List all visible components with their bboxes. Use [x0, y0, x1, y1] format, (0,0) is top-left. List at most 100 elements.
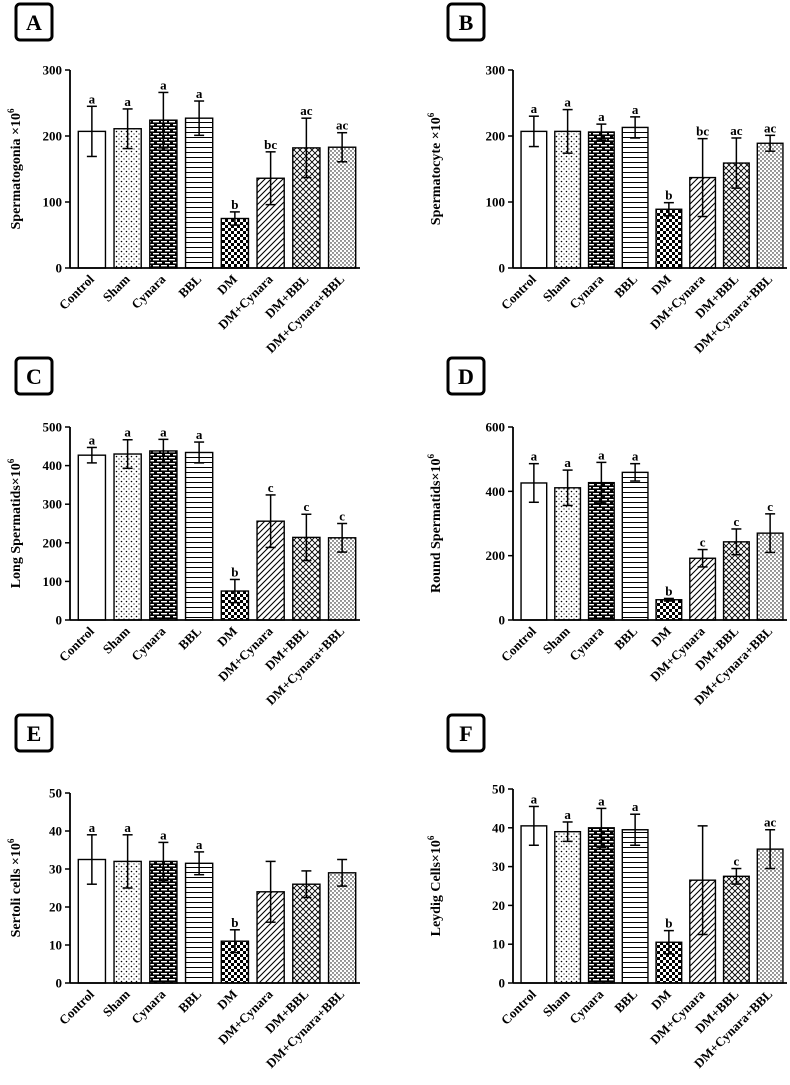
y-tick-label: 10 — [492, 937, 505, 952]
x-tick-label: BBL — [611, 623, 640, 652]
significance-label: a — [89, 91, 96, 106]
x-tick-label: BBL — [175, 271, 204, 300]
y-tick-label: 0 — [499, 976, 506, 991]
significance-label: b — [665, 188, 672, 203]
y-axis-label-text: Round Spermatids× — [429, 473, 444, 593]
significance-label: a — [632, 449, 639, 464]
x-tick-label: Sham — [100, 986, 133, 1019]
bar-dm-cynara-bbl — [756, 142, 784, 269]
x-tick-label: DM — [648, 624, 674, 650]
panel-tag-box — [446, 713, 486, 753]
y-tick-label: 400 — [486, 484, 506, 499]
y-tick-label: 20 — [49, 900, 62, 915]
x-tick-label: Sham — [100, 271, 133, 304]
y-axis-label: Spermatogonia ×106 — [6, 108, 24, 229]
bar-control — [77, 454, 107, 621]
x-tick-label: Cynara — [566, 271, 607, 312]
y-tick-label: 300 — [43, 63, 63, 78]
x-tick-label: Control — [56, 271, 97, 312]
significance-label: a — [531, 791, 538, 806]
significance-label: b — [231, 915, 238, 930]
y-axis-label-exponent: 6 — [426, 454, 436, 459]
y-axis-label-exponent: 6 — [6, 108, 16, 113]
panel-tag-box — [14, 356, 54, 396]
panel-tag-box — [14, 2, 54, 42]
x-tick-label: Control — [498, 986, 539, 1027]
bar-bbl — [621, 126, 649, 269]
bar-bbl — [184, 862, 214, 984]
x-tick-label: Cynara — [128, 986, 169, 1027]
significance-label: a — [598, 447, 605, 462]
bar-sham — [113, 453, 142, 621]
bar-dm-cynara-bbl — [327, 872, 357, 984]
x-tick-label: DM — [214, 272, 240, 298]
panel-tag-box — [446, 2, 486, 42]
bar-bbl — [621, 471, 649, 621]
panel-tag-letter: F — [459, 721, 472, 746]
significance-label: a — [89, 820, 96, 835]
x-tick-label: BBL — [175, 986, 204, 1015]
y-tick-label: 0 — [56, 613, 63, 628]
significance-label: a — [124, 425, 131, 440]
x-tick-label: DM — [648, 987, 674, 1013]
y-tick-label: 50 — [492, 782, 505, 797]
significance-label: c — [733, 514, 739, 529]
x-tick-label: Control — [56, 623, 97, 664]
y-axis-label-base: 10 — [429, 840, 444, 854]
y-tick-label: 50 — [49, 786, 62, 801]
significance-label: b — [231, 564, 238, 579]
y-tick-label: 400 — [43, 458, 63, 473]
y-axis-label-base: 10 — [9, 463, 24, 477]
y-tick-label: 300 — [486, 63, 506, 78]
y-tick-label: 200 — [486, 129, 506, 144]
y-tick-label: 0 — [499, 613, 506, 628]
bar-dm-bbl — [292, 883, 321, 984]
x-tick-label: Sham — [100, 623, 133, 656]
panel-d: D 0 200 400 600 Round Spermatids×106 a Control a… — [426, 356, 787, 708]
panel-tag-letter: C — [26, 364, 42, 389]
bar-bbl — [621, 829, 649, 984]
y-tick-label: 10 — [49, 938, 62, 953]
y-tick-label: 100 — [486, 195, 506, 210]
significance-label: b — [665, 583, 672, 598]
y-axis-label-text: Spermatogonia × — [9, 127, 24, 229]
bar-control — [520, 482, 548, 621]
y-tick-label: 200 — [486, 548, 506, 563]
y-axis-label-text: Sertoli cells × — [9, 857, 24, 937]
bar-dm — [220, 217, 250, 269]
significance-label: a — [196, 427, 203, 442]
y-axis-label-base: 10 — [9, 113, 24, 127]
bar-bbl — [184, 451, 214, 621]
x-tick-label: Control — [498, 623, 539, 664]
bar-cynara — [149, 450, 178, 621]
y-axis-label: Round Spermatids×106 — [426, 454, 444, 593]
y-tick-label: 200 — [43, 535, 63, 550]
significance-label: a — [632, 102, 639, 117]
significance-label: a — [89, 432, 96, 447]
bar-sham — [554, 487, 582, 621]
bar-bbl — [184, 117, 214, 269]
significance-label: a — [196, 837, 203, 852]
panel-tag-letter: E — [27, 721, 42, 746]
panel-tag-box — [14, 713, 54, 753]
significance-label: b — [665, 916, 672, 931]
x-tick-label: Control — [498, 271, 539, 312]
y-tick-label: 500 — [43, 420, 63, 435]
significance-label: ac — [300, 103, 313, 118]
y-tick-label: 30 — [492, 859, 505, 874]
significance-label: c — [767, 499, 773, 514]
significance-label: a — [564, 807, 571, 822]
bar-sham — [113, 128, 142, 269]
bar-dm-cynara-bbl — [327, 146, 357, 269]
significance-label: bc — [264, 137, 277, 152]
x-tick-label: BBL — [611, 271, 640, 300]
y-axis-label: Spermatocyte ×106 — [426, 112, 444, 225]
significance-label: a — [598, 109, 605, 124]
significance-label: c — [339, 509, 345, 524]
x-tick-label: Control — [56, 986, 97, 1027]
y-tick-label: 0 — [499, 261, 506, 276]
significance-label: b — [231, 197, 238, 212]
significance-label: c — [303, 499, 309, 514]
